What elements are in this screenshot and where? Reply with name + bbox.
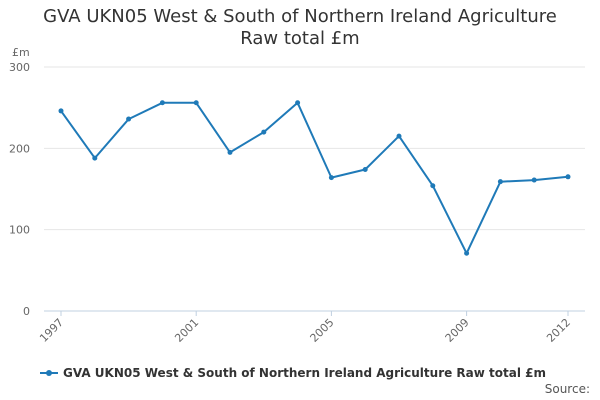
x-tick-label: 2012 [544,316,573,345]
y-tick-label: 200 [9,142,30,155]
data-point [159,100,165,106]
data-point [193,100,199,106]
data-point [464,250,470,256]
chart-title-line-2: Raw total £m [240,28,360,49]
data-point [565,174,571,180]
x-tick-label: 2005 [308,316,337,345]
data-point [227,149,233,155]
chart-title-line-1: GVA UKN05 West & South of Northern Irela… [43,6,557,27]
x-tick-label: 2001 [172,316,201,345]
source-label: Source: [544,382,590,396]
y-axis-label: £m [12,46,30,59]
data-point [295,100,301,106]
data-point [362,166,368,172]
y-tick-label: 100 [9,224,30,237]
data-point [328,175,334,181]
legend[interactable]: GVA UKN05 West & South of Northern Irela… [40,366,546,380]
data-point [497,179,503,185]
data-point [531,177,537,183]
chart-title: GVA UKN05 West & South of Northern Irela… [0,6,600,50]
legend-swatch [40,368,58,378]
legend-label: GVA UKN05 West & South of Northern Irela… [63,366,546,380]
data-point [396,133,402,139]
data-point [58,108,64,114]
y-tick-label: 0 [23,305,30,318]
x-tick-label: 2009 [443,316,472,345]
series-line [60,101,569,255]
data-point [430,183,436,189]
data-point [92,155,98,161]
y-tick-label: 300 [9,61,30,74]
x-tick-label: 1997 [37,316,66,345]
data-point [126,116,132,122]
data-point [261,129,267,135]
